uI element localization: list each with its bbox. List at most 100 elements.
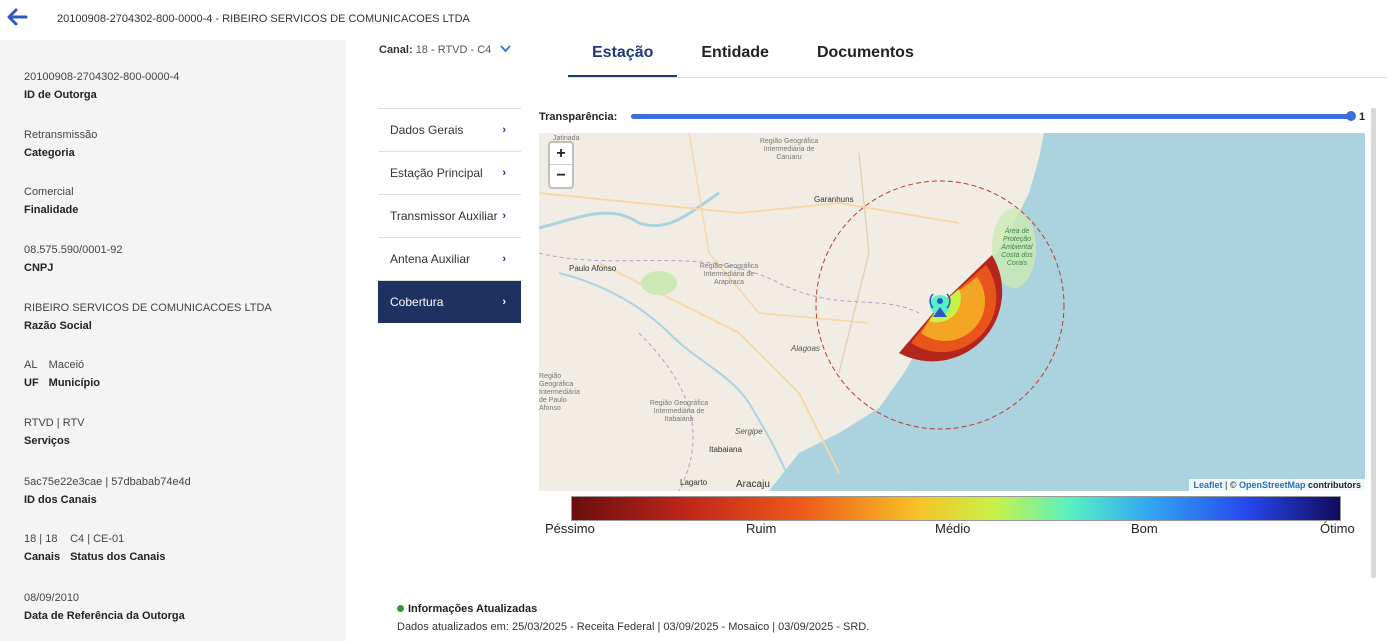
top-bar: 20100908-2704302-800-0000-4 - RIBEIRO SE… bbox=[0, 0, 1387, 40]
subnav-estacao-principal[interactable]: Estação Principal › bbox=[378, 151, 521, 194]
tab-entidade[interactable]: Entidade bbox=[701, 44, 769, 61]
page-title: 20100908-2704302-800-0000-4 - RIBEIRO SE… bbox=[57, 13, 470, 25]
subnav-dados-gerais[interactable]: Dados Gerais › bbox=[378, 108, 521, 151]
map-label: Região Geográfica Intermediária de Itaba… bbox=[649, 400, 709, 423]
canal-selector[interactable]: Canal: 18 - RTVD - C4 bbox=[379, 44, 512, 56]
field-value: 08/09/2010 bbox=[24, 592, 80, 604]
map-label: Região Geográfica Intermediária de Arapi… bbox=[699, 263, 759, 286]
map-base bbox=[539, 133, 1365, 491]
municipio-label: Município bbox=[48, 377, 100, 389]
chevron-right-icon: › bbox=[502, 167, 506, 179]
transparency-slider-handle[interactable] bbox=[1346, 111, 1356, 121]
transparency-value: 1 bbox=[1359, 111, 1366, 123]
subnav-transmissor-auxiliar[interactable]: Transmissor Auxiliar › bbox=[378, 194, 521, 237]
attribution-contributors: contributors bbox=[1305, 480, 1361, 490]
municipio-value: Maceió bbox=[48, 359, 85, 371]
field-id-outorga: 20100908-2704302-800-0000-4 ID de Outorg… bbox=[24, 70, 179, 102]
uf-value: AL bbox=[24, 359, 38, 371]
field-value: RTVD | RTV bbox=[24, 417, 85, 429]
map-label: Lagarto bbox=[680, 478, 708, 487]
info-title: Informações Atualizadas bbox=[397, 603, 537, 615]
info-panel: 20100908-2704302-800-0000-4 ID de Outorg… bbox=[0, 40, 346, 641]
status-canais-value: C4 | CE-01 bbox=[70, 533, 125, 545]
field-value: Retransmissão bbox=[24, 129, 98, 141]
uf-label: UF bbox=[24, 377, 39, 389]
subnav-label: Estação Principal bbox=[390, 166, 483, 180]
zoom-control: + − bbox=[548, 141, 574, 189]
tab-divider bbox=[568, 77, 1387, 78]
field-value: RIBEIRO SERVICOS DE COMUNICACOES LTDA bbox=[24, 302, 272, 314]
info-title-text: Informações Atualizadas bbox=[408, 603, 538, 615]
canal-label: Canal: bbox=[379, 44, 413, 56]
transparency-slider[interactable] bbox=[631, 114, 1351, 119]
field-servicos: RTVD | RTV Serviços bbox=[24, 416, 85, 448]
zoom-in-button[interactable]: + bbox=[550, 143, 572, 165]
field-value: 20100908-2704302-800-0000-4 bbox=[24, 71, 180, 83]
field-label: ID de Outorga bbox=[24, 89, 97, 101]
subnav-label: Cobertura bbox=[390, 295, 444, 309]
chevron-down-icon bbox=[500, 45, 512, 53]
transparency-label: Transparência: bbox=[539, 111, 618, 123]
back-arrow-icon[interactable] bbox=[6, 6, 28, 28]
map-label: Aracaju bbox=[736, 479, 770, 490]
canais-label: Canais bbox=[24, 551, 61, 563]
field-data-referencia: 08/09/2010 Data de Referência da Outorga bbox=[24, 591, 185, 623]
field-label: CNPJ bbox=[24, 262, 54, 274]
tab-estacao[interactable]: Estação bbox=[568, 44, 678, 78]
main-tabs: Estação Entidade Documentos bbox=[568, 44, 938, 78]
zoom-out-button[interactable]: − bbox=[556, 167, 566, 184]
map-attribution: Leaflet | © OpenStreetMap contributors bbox=[1189, 479, 1365, 491]
field-label: Finalidade bbox=[24, 204, 79, 216]
status-canais-label: Status dos Canais bbox=[70, 551, 166, 563]
field-razao-social: RIBEIRO SERVICOS DE COMUNICACOES LTDA Ra… bbox=[24, 301, 272, 333]
osm-link[interactable]: OpenStreetMap bbox=[1238, 480, 1306, 490]
coverage-legend-bar bbox=[571, 496, 1341, 521]
field-id-canais: 5ac75e22e3cae | 57dbabab74e4d ID dos Can… bbox=[24, 475, 191, 507]
field-categoria: Retransmissão Categoria bbox=[24, 128, 97, 160]
map-label: Sergipe bbox=[735, 427, 763, 436]
field-label: Razão Social bbox=[24, 320, 92, 332]
map-label: Alagoas bbox=[791, 344, 820, 353]
canal-value: 18 - RTVD - C4 bbox=[415, 44, 492, 56]
subnav-cobertura[interactable]: Cobertura › bbox=[378, 280, 521, 323]
chevron-right-icon: › bbox=[502, 296, 506, 308]
canais-value: 18 | 18 bbox=[24, 533, 58, 545]
tab-documentos[interactable]: Documentos bbox=[816, 44, 914, 61]
map-label: Área de Proteção Ambiental Costa dos Cor… bbox=[1001, 228, 1033, 267]
map-label: Região Geográfica Intermediária de Carua… bbox=[759, 138, 819, 161]
field-label: Categoria bbox=[24, 147, 75, 159]
subnav-label: Transmissor Auxiliar bbox=[390, 209, 498, 223]
field-finalidade: Comercial Finalidade bbox=[24, 185, 78, 217]
field-uf-municipio: AL UF Maceió Município bbox=[24, 358, 100, 390]
field-label: ID dos Canais bbox=[24, 494, 97, 506]
info-text: Dados atualizados em: 25/03/2025 - Recei… bbox=[397, 621, 870, 633]
map-label: Itabaiana bbox=[709, 445, 742, 454]
chevron-right-icon: › bbox=[502, 253, 506, 265]
subnav-antena-auxiliar[interactable]: Antena Auxiliar › bbox=[378, 237, 521, 280]
field-value: 08.575.590/0001-92 bbox=[24, 244, 123, 256]
chevron-right-icon: › bbox=[502, 124, 506, 136]
attribution-separator: | © bbox=[1222, 480, 1239, 490]
legend-label-bom: Bom bbox=[1131, 521, 1158, 536]
field-value: 5ac75e22e3cae | 57dbabab74e4d bbox=[24, 476, 191, 488]
legend-label-otimo: Ótimo bbox=[1320, 521, 1355, 536]
legend-label-medio: Médio bbox=[935, 521, 971, 536]
legend-label-pessimo: Péssimo bbox=[545, 521, 595, 536]
field-canais: 18 | 18 Canais C4 | CE-01 Status dos Can… bbox=[24, 532, 165, 564]
field-label: Data de Referência da Outorga bbox=[24, 610, 185, 622]
legend-label-ruim: Ruim bbox=[746, 521, 777, 536]
field-cnpj: 08.575.590/0001-92 CNPJ bbox=[24, 243, 122, 275]
map-label: Jatinada bbox=[553, 135, 580, 142]
map-label: Paulo Afonso bbox=[569, 264, 617, 273]
map-label: Garanhuns bbox=[814, 195, 854, 204]
subnav-label: Dados Gerais bbox=[390, 123, 464, 137]
sub-navigation: Dados Gerais › Estação Principal › Transmi… bbox=[378, 108, 521, 323]
leaflet-link[interactable]: Leaflet bbox=[1193, 480, 1223, 490]
chevron-right-icon: › bbox=[502, 210, 506, 222]
subnav-label: Antena Auxiliar bbox=[390, 252, 471, 266]
status-dot-icon bbox=[397, 605, 404, 612]
field-label: Serviços bbox=[24, 435, 70, 447]
coverage-map[interactable]: + − Jatinada Região Geográfica Intermedi… bbox=[539, 133, 1365, 491]
content-scrollbar[interactable] bbox=[1371, 108, 1376, 578]
field-value: Comercial bbox=[24, 186, 74, 198]
